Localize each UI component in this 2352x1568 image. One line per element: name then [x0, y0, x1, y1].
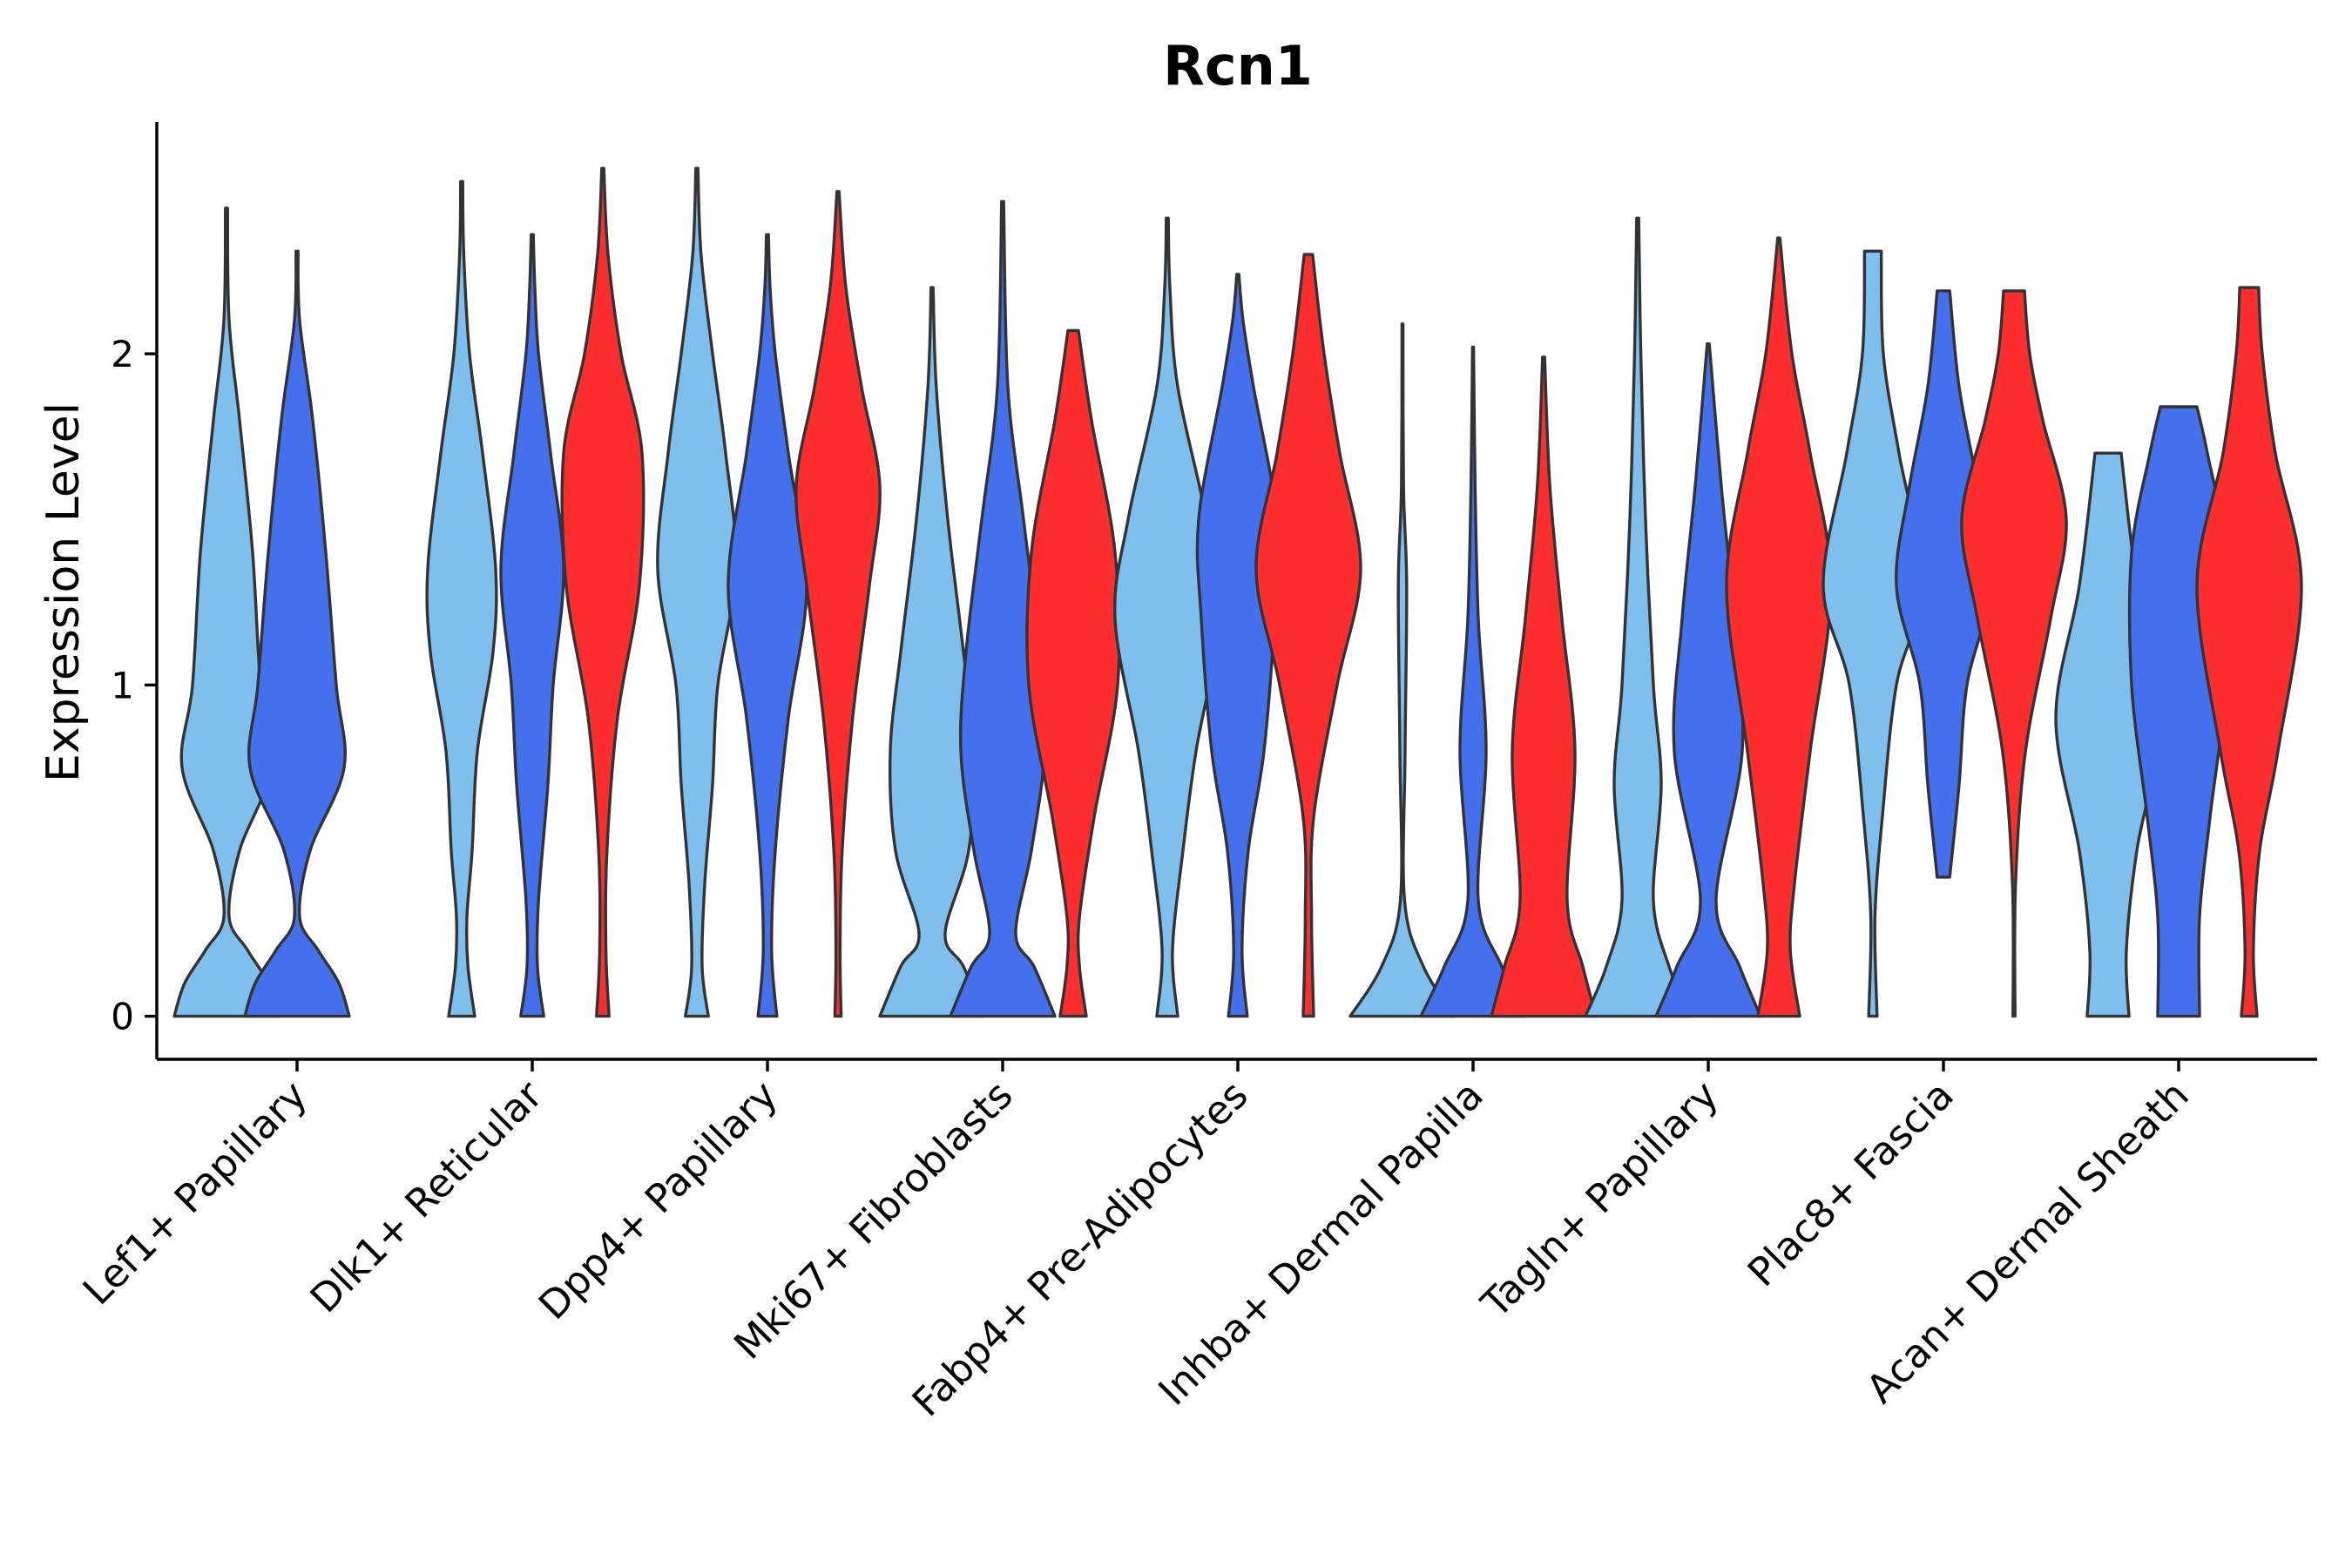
- violin-dpp4-papillary-group-3: [794, 190, 882, 1018]
- violin-mki67-fibroblasts-group-3: [1025, 328, 1121, 1018]
- y-tick-label: 2: [111, 333, 134, 375]
- violin-inhba-dermal-papilla-group-3: [1490, 355, 1598, 1018]
- chart-title: Rcn1: [1163, 34, 1313, 98]
- violin-fabp4-pre-adipocytes-group-1: [1113, 216, 1221, 1018]
- violin-dpp4-papillary-group-2: [727, 233, 808, 1018]
- y-axis-label: Expression Level: [37, 402, 90, 782]
- violin-lef1-papillary-group-1: [172, 206, 280, 1018]
- violin-plac8-fascia-group-2: [1895, 289, 1992, 879]
- violin-tagln-papillary-group-3: [1725, 236, 1833, 1018]
- x-tick-label-dpp4-papillary: Dpp4+ Papillary: [530, 1071, 787, 1328]
- violin-lef1-papillary-group-2: [243, 249, 351, 1018]
- x-tick-label-dlk1-reticular: Dlk1+ Reticular: [301, 1071, 551, 1321]
- violin-dlk1-reticular-group-1: [425, 179, 498, 1018]
- violin-dlk1-reticular-group-2: [499, 233, 565, 1018]
- violin-mki67-fibroblasts-group-1: [878, 286, 986, 1018]
- violin-plac8-fascia-group-1: [1821, 249, 1924, 1018]
- x-tick-label-tagln-papillary: Tagln+ Papillary: [1472, 1071, 1727, 1327]
- violin-inhba-dermal-papilla-group-1: [1348, 322, 1456, 1018]
- violins-layer: [172, 166, 2303, 1018]
- violin-dlk1-reticular-group-3: [560, 166, 645, 1018]
- violin-fabp4-pre-adipocytes-group-2: [1195, 273, 1281, 1018]
- violin-dpp4-papillary-group-1: [656, 166, 738, 1018]
- violin-mki67-fibroblasts-group-2: [949, 199, 1057, 1018]
- y-tick-label: 1: [111, 664, 134, 706]
- violin-acan-dermal-sheath-group-3: [2195, 286, 2303, 1018]
- x-tick-label-plac8-fascia: Plac8+ Fascia: [1739, 1071, 1963, 1295]
- violin-tagln-papillary-group-1: [1584, 216, 1692, 1018]
- violin-inhba-dermal-papilla-group-2: [1419, 345, 1527, 1018]
- y-tick-label: 0: [111, 996, 134, 1038]
- x-tick-label-lef1-papillary: Lef1+ Papillary: [74, 1071, 316, 1314]
- violin-fabp4-pre-adipocytes-group-3: [1254, 253, 1362, 1018]
- violin-plac8-fascia-group-3: [1960, 289, 2068, 1018]
- violin-tagln-papillary-group-2: [1654, 342, 1762, 1018]
